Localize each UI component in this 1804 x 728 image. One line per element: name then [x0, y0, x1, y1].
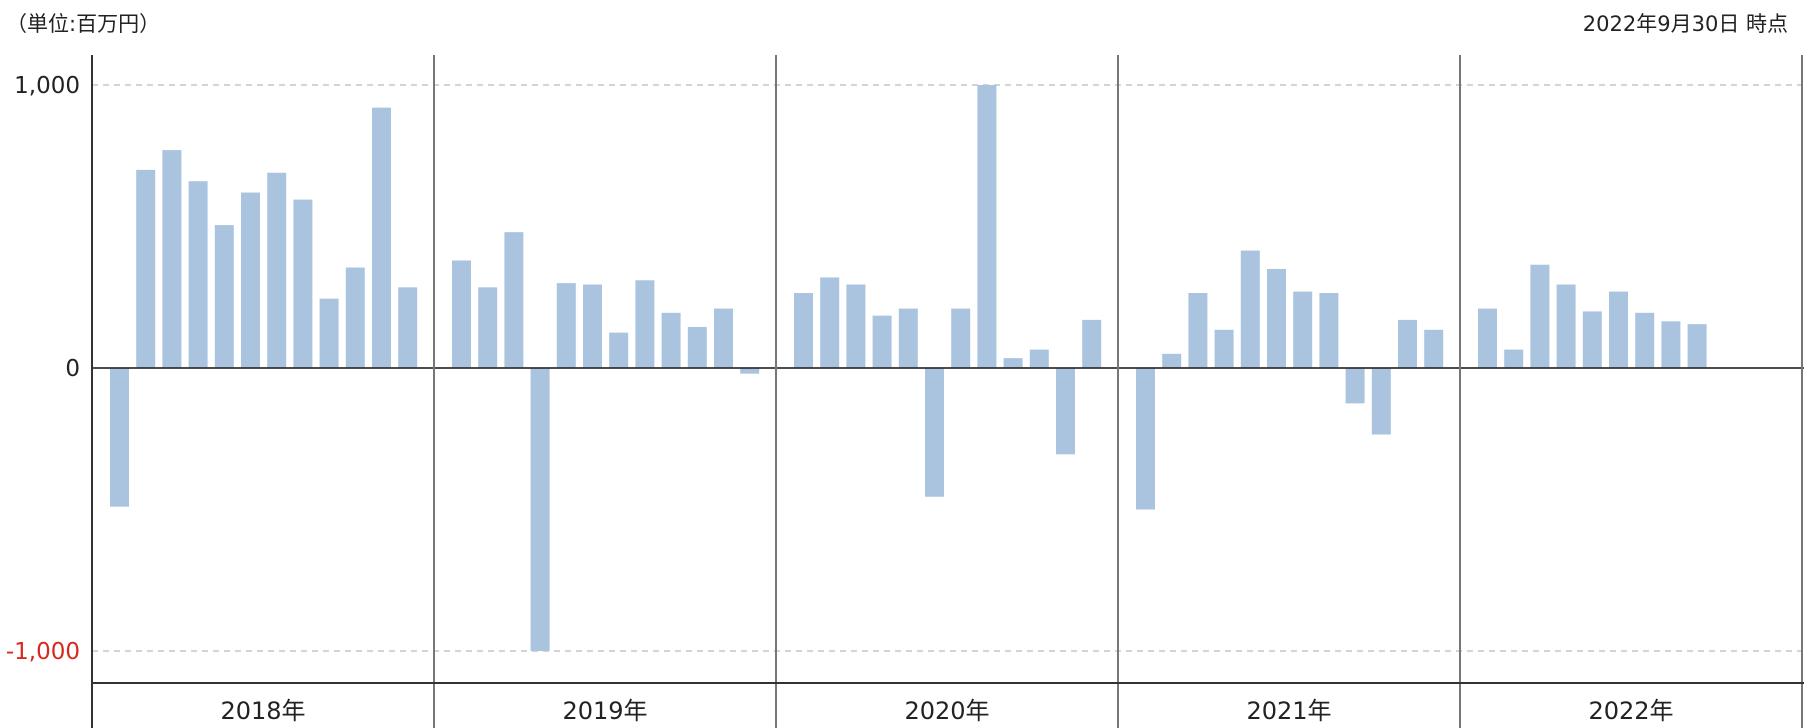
- bar-2022年-6: [1609, 291, 1628, 368]
- bar-2018年-12: [398, 287, 418, 368]
- unit-label: （単位:百万円）: [6, 12, 161, 36]
- bar-2020年-1: [794, 293, 813, 368]
- y-tick-label: 1,000: [14, 73, 80, 99]
- bar-2021年-2: [1162, 353, 1182, 368]
- bar-2018年-5: [214, 225, 234, 368]
- bar-2020年-9: [1003, 358, 1023, 368]
- bar-2020年-12: [1082, 319, 1102, 368]
- x-group-label: 2020年: [904, 697, 989, 725]
- bar-2019年-2: [478, 287, 498, 368]
- bar-2018年-4: [188, 181, 208, 368]
- bar-2021年-3: [1188, 293, 1208, 368]
- bar-2018年-1: [110, 368, 129, 507]
- bar-2020年-5: [898, 308, 918, 368]
- x-group-label: 2022年: [1588, 697, 1673, 725]
- bar-2018年-11: [372, 107, 391, 368]
- bar-2022年-4: [1556, 284, 1576, 368]
- bar-2019年-12: [740, 368, 760, 374]
- bar-2018年-8: [293, 199, 313, 368]
- bar-2022年-9: [1687, 324, 1707, 368]
- bar-2022年-1: [1478, 308, 1497, 368]
- bar-2020年-2: [820, 277, 840, 368]
- x-group-label: 2021年: [1246, 697, 1331, 725]
- bar-2021年-7: [1293, 291, 1313, 368]
- bar-2021年-1: [1136, 368, 1155, 510]
- bar-2021年-6: [1267, 268, 1286, 368]
- bar-2021年-9: [1345, 368, 1365, 404]
- bar-2022年-7: [1635, 312, 1655, 368]
- bar-2019年-7: [609, 332, 629, 368]
- bar-2019年-8: [635, 280, 655, 368]
- bar-2019年-1: [452, 260, 471, 368]
- as-of-date-label: 2022年9月30日 時点: [1582, 12, 1788, 36]
- bar-2018年-6: [241, 192, 260, 368]
- y-tick-label: 0: [65, 356, 80, 382]
- bar-2019年-10: [687, 326, 707, 368]
- bar-2020年-3: [846, 284, 866, 368]
- bar-2021年-8: [1319, 293, 1339, 368]
- bar-2019年-6: [583, 284, 602, 368]
- bar-2022年-2: [1504, 349, 1524, 368]
- bar-2019年-4: [530, 368, 550, 651]
- bar-2022年-8: [1661, 321, 1681, 368]
- bar-2021年-5: [1240, 250, 1260, 368]
- bar-2021年-12: [1424, 329, 1444, 368]
- bar-2019年-11: [714, 308, 733, 368]
- bar-2018年-7: [267, 172, 287, 368]
- bar-2021年-10: [1371, 368, 1391, 435]
- bar-2020年-4: [872, 315, 892, 368]
- x-group-label: 2019年: [562, 697, 647, 725]
- bar-2022年-3: [1530, 264, 1550, 368]
- bar-2021年-11: [1398, 319, 1417, 368]
- bar-2020年-10: [1029, 349, 1049, 368]
- y-tick-label: -1,000: [6, 639, 80, 665]
- bar-2020年-6: [925, 368, 944, 497]
- x-group-label: 2018年: [220, 697, 305, 725]
- bar-2020年-8: [977, 85, 997, 368]
- bar-2020年-7: [951, 308, 971, 368]
- bar-2022年-5: [1582, 311, 1602, 368]
- bar-2020年-11: [1056, 368, 1075, 455]
- bar-2019年-3: [504, 232, 524, 368]
- bar-2018年-10: [345, 267, 365, 368]
- bar-2018年-2: [136, 169, 156, 368]
- bar-2019年-9: [661, 312, 681, 368]
- bar-2019年-5: [556, 283, 576, 368]
- bar-2018年-3: [162, 150, 182, 368]
- bar-2018年-9: [319, 298, 339, 368]
- bar-2021年-4: [1214, 329, 1234, 368]
